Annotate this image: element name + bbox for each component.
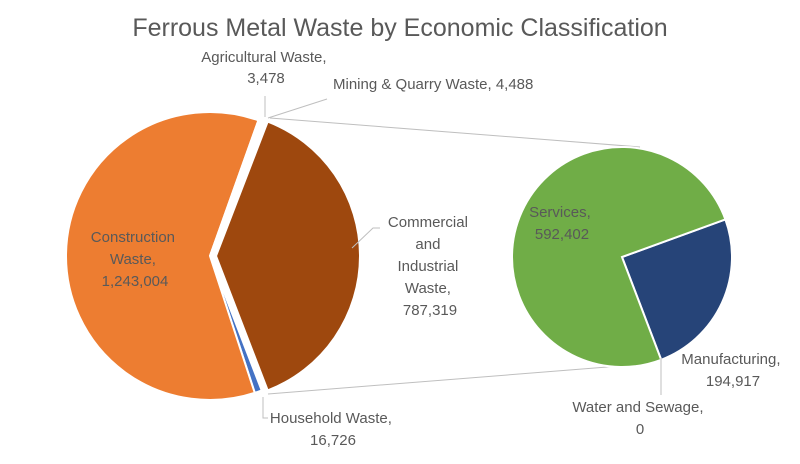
slice-construction-waste[interactable] [65,111,260,401]
label-water: Water and Sewage, 0 [572,399,707,438]
secondary-pie [511,146,733,368]
connector-top [269,117,641,148]
label-agricultural: Agricultural Waste, 3,478 [201,49,331,87]
leader-mining [267,98,328,119]
label-commercial: Commercial and Industrial Waste, 787,319 [388,214,472,319]
label-household: Household Waste, 16,726 [270,410,396,449]
leader-household [262,397,268,419]
primary-pie [65,111,361,401]
slice-services[interactable] [511,146,727,368]
connector-bottom [267,365,621,395]
leader-lines [262,96,662,419]
leader-commercial [351,227,380,249]
label-mining: Mining & Quarry Waste, 4,488 [333,76,533,93]
label-services: Services, 592,402 [529,204,595,243]
slice-mining-quarry-waste[interactable] [209,119,263,257]
connector-lines [267,117,641,395]
label-manufacturing: Manufacturing, 194,917 [681,351,784,390]
chart-title: Ferrous Metal Waste by Economic Classifi… [132,14,667,42]
label-construction: Construction Waste, 1,243,004 [91,229,179,290]
slice-commercial-and-industrial-waste[interactable] [214,120,361,392]
slice-manufacturing[interactable] [620,218,733,362]
